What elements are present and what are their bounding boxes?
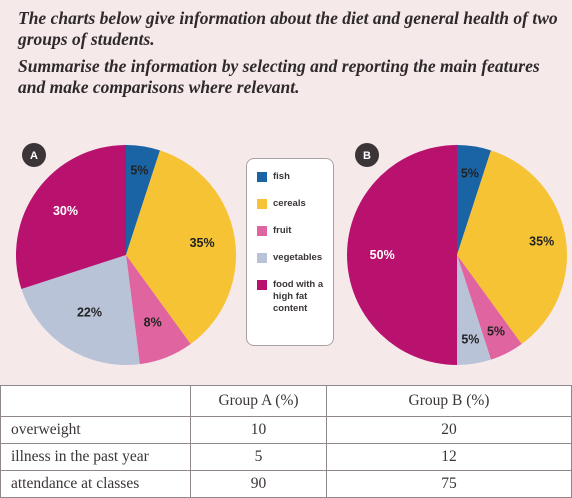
table-header-row: Group A (%) Group B (%) <box>0 385 572 417</box>
pie-slice-fat <box>347 145 457 365</box>
slice-label-fat: 30% <box>53 204 78 218</box>
row-label: illness in the past year <box>0 443 191 471</box>
pie-slice-fruit <box>126 255 191 365</box>
pie-chart-a: 5% 35% 8% 22% 30% <box>15 145 237 365</box>
legend-item-cereals: cereals <box>257 198 327 210</box>
slice-label-cereals: 35% <box>190 236 215 250</box>
legend-label-cereals: cereals <box>273 198 306 209</box>
legend-item-fish: fish <box>257 171 327 183</box>
slice-label-cereals: 35% <box>529 235 554 249</box>
pie-slice-cereals <box>126 150 237 344</box>
legend-item-fruit: fruit <box>257 225 327 237</box>
health-table-container: Group A (%) Group B (%) overweight 10 20… <box>0 385 572 498</box>
chart-badge-label: B <box>363 150 371 162</box>
table-row: illness in the past year 5 12 <box>0 443 572 471</box>
group-b-value: 75 <box>326 470 572 498</box>
pie-slice-fat <box>15 145 126 289</box>
prompt-line-1: The charts below give information about … <box>18 8 558 49</box>
pie-slice-vegetables <box>21 255 140 365</box>
table-header-group-b: Group B (%) <box>326 385 572 417</box>
health-table: Group A (%) Group B (%) overweight 10 20… <box>0 385 572 498</box>
group-a-value: 5 <box>190 443 327 471</box>
group-b-value: 12 <box>326 443 572 471</box>
prompt-line-2: Summarise the information by selecting a… <box>18 56 540 97</box>
slice-label-fish: 5% <box>130 163 148 177</box>
row-label: attendance at classes <box>0 470 191 498</box>
pie-slice-fish <box>457 145 491 255</box>
group-a-value: 90 <box>190 470 327 498</box>
slice-label-fruit: 8% <box>144 316 162 330</box>
chart-badge-label: A <box>30 150 38 162</box>
group-b-value: 20 <box>326 416 572 444</box>
table-row: attendance at classes 90 75 <box>0 470 572 498</box>
table-header-group-a: Group A (%) <box>190 385 327 417</box>
pie-slice-cereals <box>457 150 568 344</box>
table-row: overweight 10 20 <box>0 416 572 444</box>
pie-chart-b: 5% 35% 5% 5% 50% <box>347 145 568 366</box>
legend-label-fish: fish <box>273 171 290 182</box>
pie-slice-fish <box>126 145 160 255</box>
slice-label-fruit: 5% <box>487 324 505 338</box>
legend-item-vegetables: vegetables <box>257 252 327 264</box>
legend-swatch-cereals <box>257 199 267 209</box>
legend-label-vegetables: vegetables <box>273 252 323 263</box>
chart-badge-b <box>355 143 379 167</box>
legend-item-fat: food with a high fat content <box>257 279 327 315</box>
slice-label-vegetables: 22% <box>77 306 102 320</box>
table-header-blank <box>0 385 191 417</box>
slice-label-vegetables: 5% <box>461 333 479 347</box>
legend-swatch-fruit <box>257 226 267 236</box>
legend-label-fruit: fruit <box>273 225 292 236</box>
pie-slice-fruit <box>457 255 522 360</box>
chart-badge-a <box>22 143 46 167</box>
group-a-value: 10 <box>190 416 327 444</box>
legend-swatch-fat <box>257 280 267 290</box>
slice-label-fat: 50% <box>370 248 395 262</box>
task-prompt: The charts below give information about … <box>18 8 563 104</box>
chart-legend: fish cereals fruit vegetables food with … <box>246 158 334 346</box>
legend-label-fat: food with a high fat content <box>273 279 324 314</box>
legend-swatch-vegetables <box>257 253 267 263</box>
row-label: overweight <box>0 416 191 444</box>
legend-swatch-fish <box>257 172 267 182</box>
slice-label-fish: 5% <box>461 167 479 181</box>
pie-slice-vegetables <box>457 255 491 366</box>
pie-charts: 5% 35% 8% 22% 30% A 5% 35% 5% 5% 50% B <box>15 143 568 366</box>
